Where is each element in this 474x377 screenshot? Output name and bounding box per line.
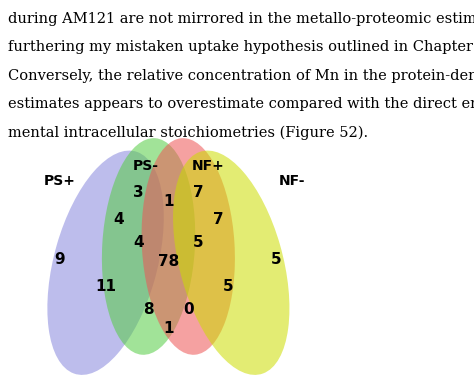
Text: NF-: NF- (279, 174, 306, 188)
Text: mental intracellular stoichiometries (Figure 52).: mental intracellular stoichiometries (Fi… (8, 126, 368, 140)
Text: estimates appears to overestimate compared with the direct enviro: estimates appears to overestimate compar… (8, 97, 474, 111)
Text: Conversely, the relative concentration of Mn in the protein-derive: Conversely, the relative concentration o… (8, 69, 474, 83)
Text: PS+: PS+ (43, 174, 75, 188)
Text: 5: 5 (223, 279, 233, 294)
Text: 1: 1 (163, 195, 173, 210)
Text: during AM121 are not mirrored in the metallo-proteomic estimate: during AM121 are not mirrored in the met… (8, 12, 474, 26)
Text: 8: 8 (143, 302, 154, 317)
Text: NF+: NF+ (191, 159, 225, 173)
Text: 4: 4 (133, 234, 144, 250)
Ellipse shape (173, 150, 290, 375)
Text: 7: 7 (213, 212, 223, 227)
Text: 9: 9 (54, 252, 64, 267)
Text: 1: 1 (163, 322, 173, 336)
Text: 11: 11 (95, 279, 116, 294)
Text: PS-: PS- (132, 159, 158, 173)
Ellipse shape (142, 138, 235, 355)
Text: 5: 5 (193, 234, 203, 250)
Text: 0: 0 (183, 302, 193, 317)
Text: 3: 3 (133, 185, 144, 200)
Ellipse shape (47, 150, 164, 375)
Ellipse shape (102, 138, 195, 355)
Text: 5: 5 (271, 252, 281, 267)
Text: furthering my mistaken uptake hypothesis outlined in Chapter: furthering my mistaken uptake hypothesis… (8, 40, 473, 54)
Text: 4: 4 (113, 212, 124, 227)
Text: 78: 78 (158, 254, 179, 269)
Text: 7: 7 (193, 185, 203, 200)
